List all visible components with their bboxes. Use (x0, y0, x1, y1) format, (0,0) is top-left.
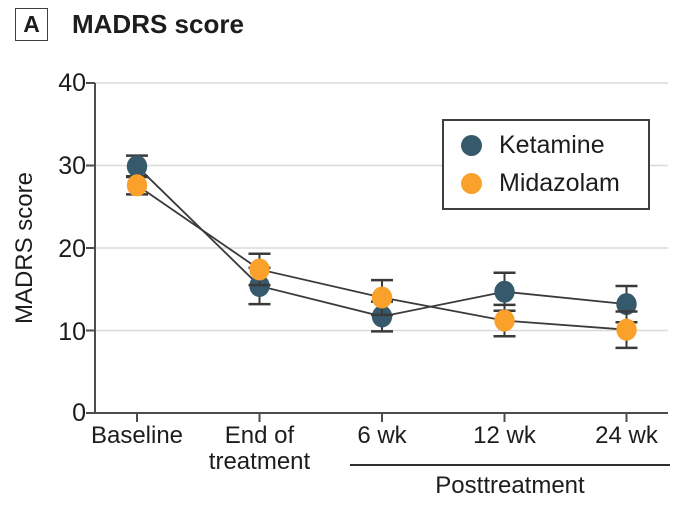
y-tick-40: 40 (58, 69, 86, 97)
y-tick-30: 30 (58, 151, 86, 180)
x-tick-12wk: 12 wk (473, 422, 536, 449)
y-tick-10: 10 (58, 317, 86, 346)
posttreatment-rule (350, 464, 670, 466)
panel-title: MADRS score (72, 9, 244, 39)
y-axis-title: MADRS score (11, 171, 38, 325)
panel-label: A (23, 11, 40, 37)
ketamine-marker-icon (461, 135, 482, 156)
x-tick-baseline: Baseline (90, 422, 184, 449)
x-tick-end-of-treatment: End of treatment (208, 422, 311, 475)
y-tick-20: 20 (58, 234, 86, 263)
legend-item-ketamine: Ketamine (461, 133, 648, 158)
x-tick-24wk: 24 wk (595, 422, 658, 449)
panel-label-box: A (15, 8, 48, 41)
legend-item-midazolam: Midazolam (461, 171, 648, 196)
legend: Ketamine Midazolam (442, 119, 650, 210)
midazolam-marker-icon (461, 173, 482, 194)
posttreatment-label: Posttreatment (435, 472, 585, 499)
y-tick-0: 0 (72, 399, 86, 427)
x-tick-6wk: 6 wk (357, 422, 407, 449)
